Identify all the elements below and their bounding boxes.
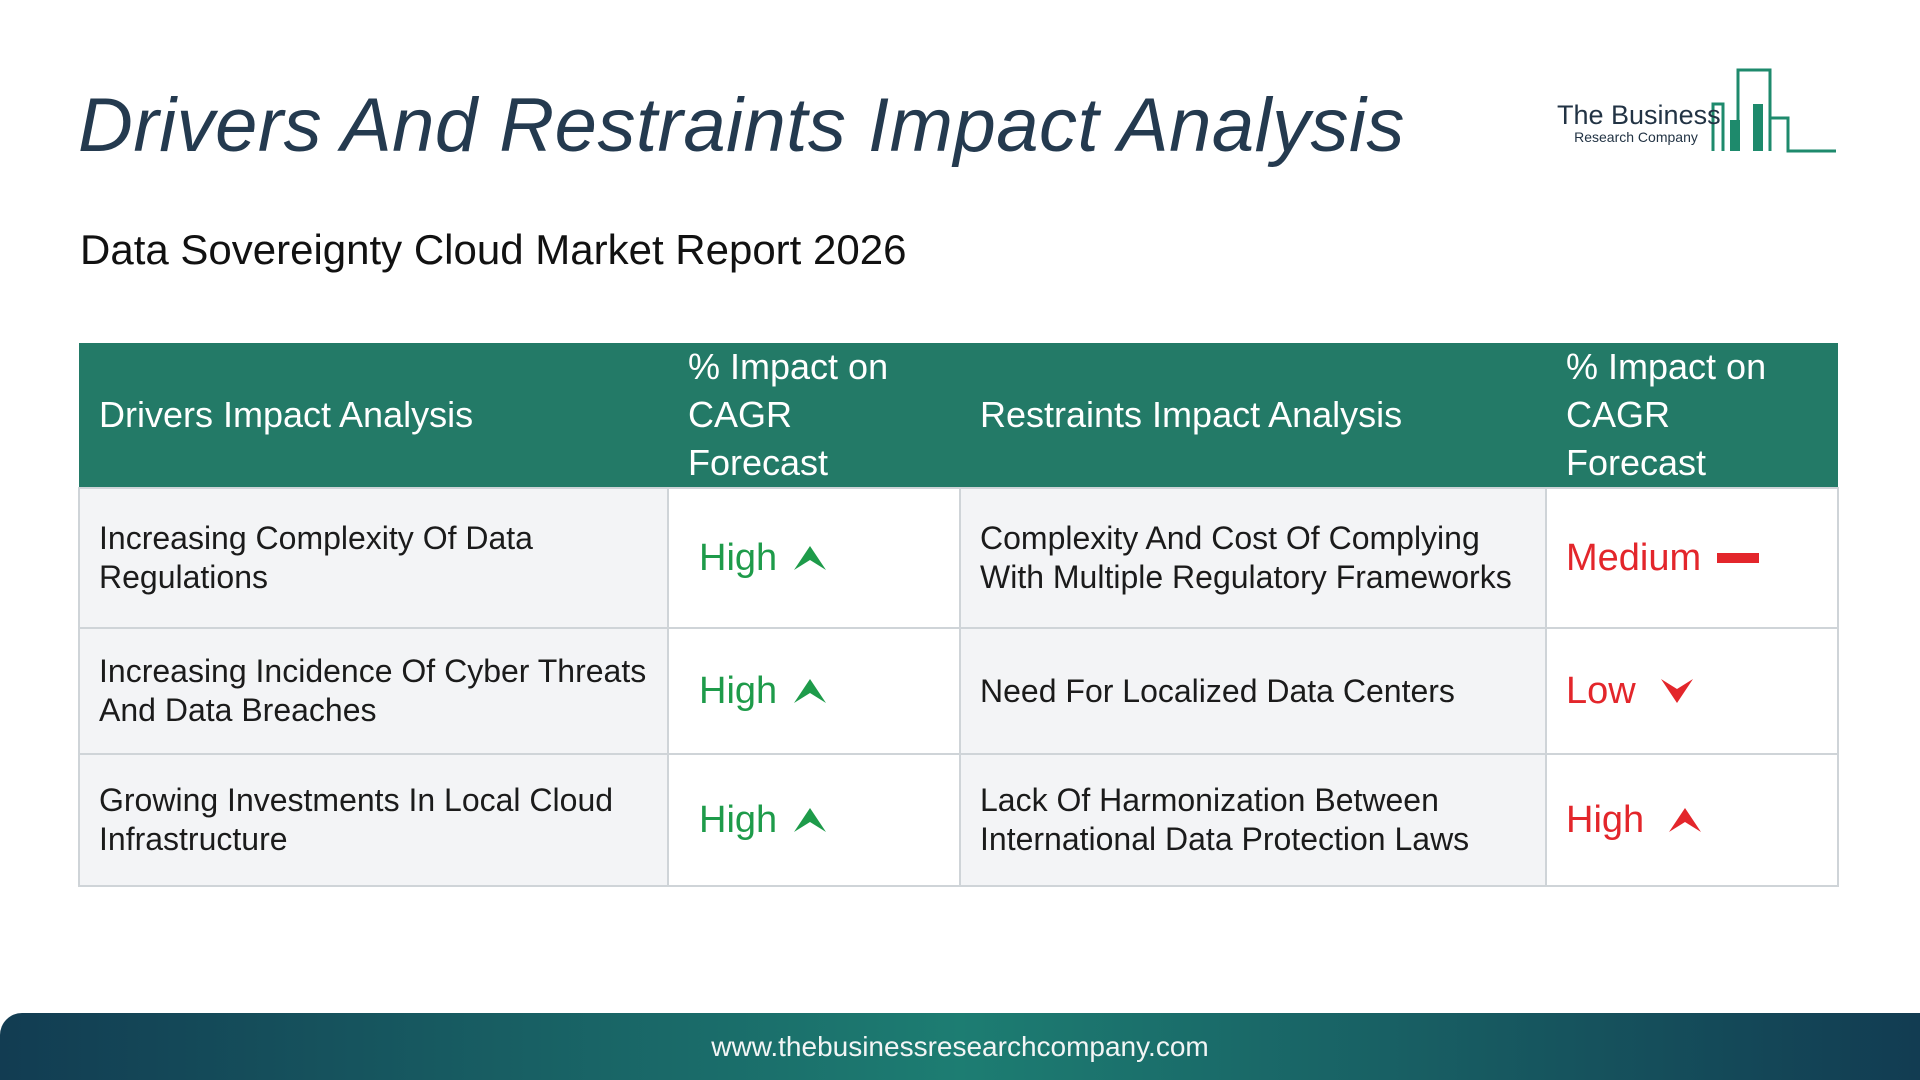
header-driver-impact: % Impact on CAGR Forecast: [668, 343, 960, 488]
header-drivers: Drivers Impact Analysis: [79, 343, 668, 488]
logo-name: The Business: [1557, 100, 1721, 130]
restraint-factor: Need For Localized Data Centers: [959, 627, 1547, 755]
triangle-up-icon: [1669, 808, 1702, 832]
restraint-impact-level: High: [1566, 798, 1645, 841]
triangle-down-icon: [1660, 679, 1693, 703]
table-row: Growing Investments In Local Cloud Infra…: [78, 753, 1839, 887]
triangle-up-icon: [794, 808, 827, 832]
driver-impact-level: High: [699, 669, 778, 712]
driver-factor: Growing Investments In Local Cloud Infra…: [78, 753, 669, 887]
restraint-impact-level: Low: [1566, 669, 1636, 712]
header-restraint-impact: % Impact on CAGR Forecast: [1546, 343, 1838, 488]
report-subtitle: Data Sovereignty Cloud Market Report 202…: [80, 226, 907, 273]
footer-url-link[interactable]: www.thebusinessresearchcompany.com: [711, 1031, 1209, 1062]
driver-impact-cell: High: [667, 627, 961, 755]
table-row: Increasing Complexity Of Data Regulation…: [78, 487, 1839, 629]
restraint-impact-cell: High: [1545, 753, 1839, 887]
table-header-row: Drivers Impact Analysis % Impact on CAGR…: [79, 343, 1838, 488]
driver-impact-level: High: [699, 536, 778, 579]
driver-impact-cell: High: [667, 753, 961, 887]
impact-table: Drivers Impact Analysis % Impact on CAGR…: [78, 343, 1839, 887]
table-row: Increasing Incidence Of Cyber Threats An…: [78, 627, 1839, 755]
restraint-factor: Complexity And Cost Of Complying With Mu…: [959, 487, 1547, 629]
dash-icon: [1717, 553, 1760, 563]
page-title: Drivers And Restraints Impact Analysis: [78, 83, 1405, 168]
restraint-impact-cell: Low: [1545, 627, 1839, 755]
restraint-factor: Lack Of Harmonization Between Internatio…: [959, 753, 1547, 887]
triangle-up-icon: [794, 546, 827, 570]
restraint-impact-cell: Medium: [1545, 487, 1839, 629]
skyline-logo-icon: [1711, 68, 1836, 153]
driver-impact-cell: High: [667, 487, 961, 629]
restraint-impact-level: Medium: [1566, 536, 1702, 579]
logo-subtitle: Research Company: [1574, 129, 1698, 145]
driver-factor: Increasing Complexity Of Data Regulation…: [78, 487, 669, 629]
triangle-up-icon: [794, 679, 827, 703]
driver-factor: Increasing Incidence Of Cyber Threats An…: [78, 627, 669, 755]
company-logo: The Business Research Company: [1555, 68, 1837, 156]
driver-impact-level: High: [699, 798, 778, 841]
header-restraints: Restraints Impact Analysis: [960, 343, 1546, 488]
footer-bar: www.thebusinessresearchcompany.com: [0, 1013, 1920, 1080]
